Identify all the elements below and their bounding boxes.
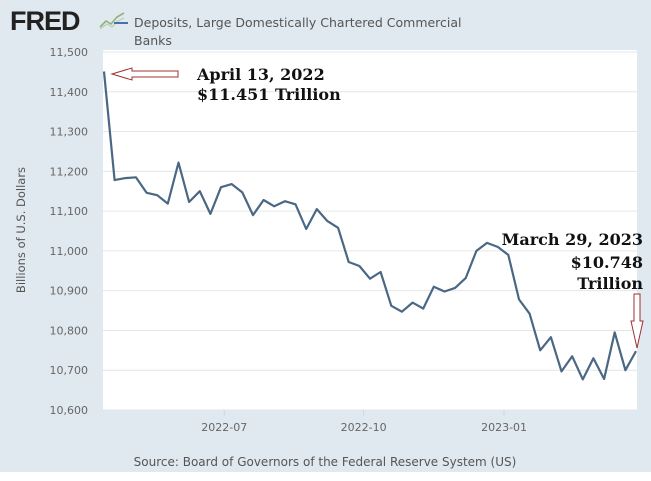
- data-point[interactable]: [410, 300, 415, 305]
- data-point[interactable]: [527, 311, 532, 316]
- data-point[interactable]: [293, 202, 298, 207]
- legend-swatch: [114, 22, 128, 24]
- data-point[interactable]: [240, 190, 245, 195]
- data-point[interactable]: [548, 335, 553, 340]
- data-point[interactable]: [219, 185, 224, 190]
- data-point[interactable]: [197, 189, 202, 194]
- data-point[interactable]: [304, 227, 309, 232]
- data-point[interactable]: [368, 276, 373, 281]
- data-point[interactable]: [485, 240, 490, 245]
- data-point[interactable]: [516, 297, 521, 302]
- y-tick-label: 11,300: [50, 126, 89, 139]
- data-point[interactable]: [623, 368, 628, 373]
- annotation-end-value: $10.748: [571, 253, 643, 272]
- data-point[interactable]: [474, 248, 479, 253]
- legend[interactable]: Deposits, Large Domestically Chartered C…: [114, 14, 494, 50]
- series-line: [102, 71, 637, 381]
- data-point[interactable]: [378, 269, 383, 274]
- bottom-strip: [0, 472, 651, 481]
- data-point[interactable]: [187, 199, 192, 204]
- data-point[interactable]: [612, 330, 617, 335]
- annotation-end: March 29, 2023 $10.748 Trillion: [502, 230, 644, 349]
- data-point[interactable]: [282, 199, 287, 204]
- data-point[interactable]: [272, 204, 277, 209]
- annotation-start: April 13, 2022 $11.451 Trillion: [110, 65, 341, 104]
- data-point[interactable]: [229, 182, 234, 187]
- y-tick-label: 11,400: [50, 86, 89, 99]
- data-point[interactable]: [389, 303, 394, 308]
- data-point[interactable]: [165, 201, 170, 206]
- y-tick-label: 11,200: [50, 165, 89, 178]
- data-point[interactable]: [538, 348, 543, 353]
- x-tick-label: 2022-07: [201, 421, 247, 434]
- fred-logo[interactable]: FRED: [10, 6, 80, 36]
- data-point[interactable]: [495, 244, 500, 249]
- data-point[interactable]: [102, 69, 107, 74]
- data-point[interactable]: [442, 289, 447, 294]
- left-arrow-icon: [110, 67, 179, 81]
- data-point[interactable]: [399, 309, 404, 314]
- data-point[interactable]: [453, 285, 458, 290]
- data-point[interactable]: [431, 284, 436, 289]
- data-point[interactable]: [112, 178, 117, 183]
- data-point[interactable]: [421, 306, 426, 311]
- y-axis-label: Billions of U.S. Dollars: [14, 167, 28, 293]
- data-point[interactable]: [325, 219, 330, 224]
- data-point[interactable]: [570, 354, 575, 359]
- data-point[interactable]: [123, 176, 128, 181]
- data-point[interactable]: [346, 260, 351, 265]
- y-tick-label: 10,900: [50, 285, 89, 298]
- y-tick-label: 10,700: [50, 364, 89, 377]
- data-point[interactable]: [580, 377, 585, 382]
- data-point[interactable]: [144, 190, 149, 195]
- data-point[interactable]: [506, 252, 511, 257]
- x-axis-ticks: 2022-07 2022-10 2023-01: [201, 410, 527, 434]
- annotation-end-date: March 29, 2023: [502, 230, 643, 249]
- data-point[interactable]: [559, 369, 564, 374]
- data-point[interactable]: [591, 356, 596, 361]
- y-tick-label: 11,000: [50, 245, 89, 258]
- x-tick-label: 2023-01: [481, 421, 527, 434]
- source-text: Source: Board of Governors of the Federa…: [134, 455, 517, 469]
- data-point[interactable]: [463, 275, 468, 280]
- y-tick-label: 10,800: [50, 324, 89, 337]
- annotation-start-date: April 13, 2022: [196, 65, 325, 84]
- data-point[interactable]: [176, 160, 181, 165]
- data-point[interactable]: [133, 175, 138, 180]
- data-point[interactable]: [634, 349, 639, 354]
- line-graph-icon: [99, 12, 125, 30]
- plot-area: [103, 50, 637, 410]
- annotation-start-value: $11.451 Trillion: [197, 85, 341, 104]
- legend-label: Deposits, Large Domestically Chartered C…: [134, 15, 462, 48]
- data-point[interactable]: [336, 225, 341, 230]
- y-tick-label: 11,100: [50, 205, 89, 218]
- annotation-end-unit: Trillion: [577, 274, 643, 293]
- data-point[interactable]: [314, 207, 319, 212]
- y-axis-ticks: 10,600 10,700 10,800 10,900 11,000 11,100 11,2…: [50, 46, 89, 417]
- down-arrow-icon: [630, 293, 644, 349]
- data-point[interactable]: [261, 197, 266, 202]
- data-point[interactable]: [357, 264, 362, 269]
- gridlines: [103, 51, 637, 411]
- y-tick-label: 11,500: [50, 46, 89, 59]
- x-tick-label: 2022-10: [341, 421, 387, 434]
- y-tick-label: 10,600: [50, 404, 89, 417]
- data-point[interactable]: [155, 193, 160, 198]
- data-point[interactable]: [602, 376, 607, 381]
- data-point[interactable]: [250, 213, 255, 218]
- data-point[interactable]: [208, 211, 213, 216]
